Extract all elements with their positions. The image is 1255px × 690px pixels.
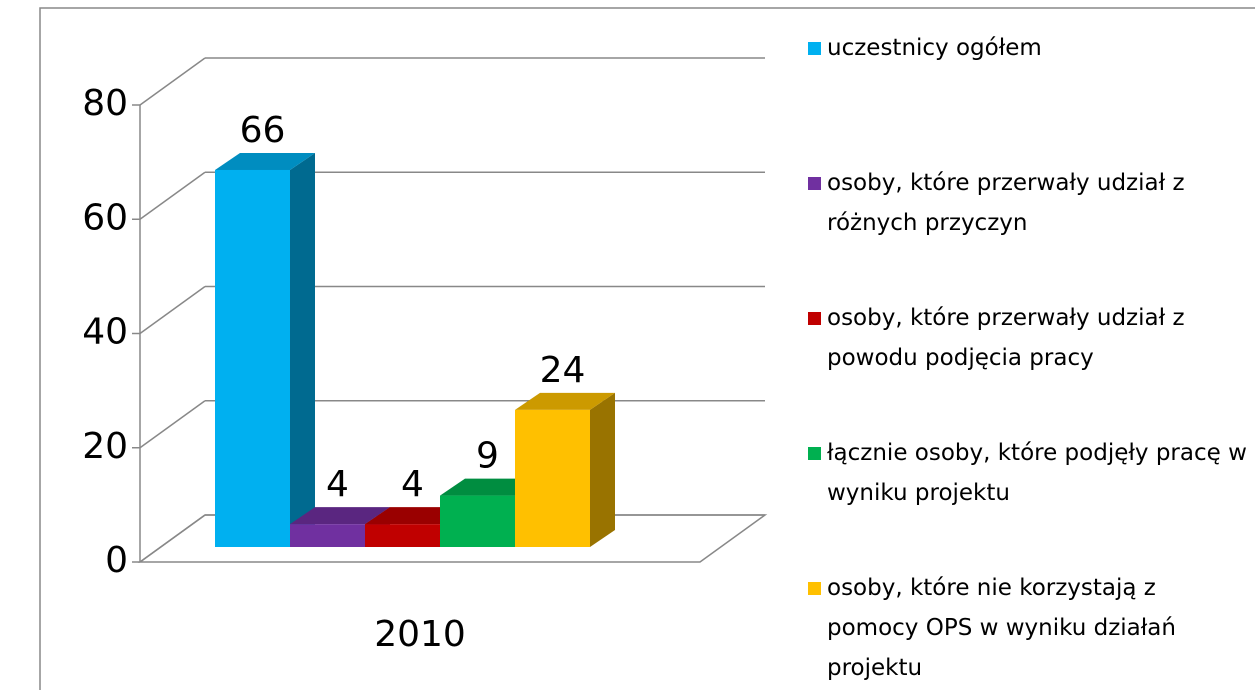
legend-swatch — [808, 42, 821, 55]
legend-item: uczestnicy ogółem — [808, 28, 1248, 163]
legend-item: łącznie osoby, które podjęły pracę w wyn… — [808, 433, 1248, 568]
legend-label: łącznie osoby, które podjęły pracę w wyn… — [827, 440, 1247, 506]
legend-swatch — [808, 582, 821, 595]
bar-top — [515, 392, 615, 410]
grid-line — [139, 514, 206, 563]
y-tick-label: 0 — [105, 540, 128, 581]
grid-line — [139, 285, 206, 335]
legend-item: osoby, które przerwały udział z różnych … — [808, 163, 1248, 298]
legend-swatch — [808, 177, 821, 190]
legend-item: osoby, które nie korzystają z pomocy OPS… — [808, 568, 1248, 690]
legend-label: osoby, które przerwały udział z powodu p… — [827, 305, 1185, 371]
legend-swatch — [808, 447, 821, 460]
data-label: 9 — [476, 436, 499, 477]
bar — [440, 495, 515, 547]
bar — [215, 169, 290, 547]
grid-line — [139, 57, 206, 106]
legend: uczestnicy ogółem osoby, które przerwały … — [808, 28, 1248, 690]
grid-line — [139, 171, 206, 220]
bar-side — [590, 392, 615, 547]
chart-border — [39, 7, 1255, 690]
grid-line — [139, 400, 206, 449]
bar-top — [290, 507, 390, 525]
bar — [515, 409, 590, 547]
legend-label: osoby, które przerwały udział z różnych … — [827, 170, 1185, 236]
legend-item: osoby, które przerwały udział z powodu p… — [808, 298, 1248, 433]
legend-label: uczestnicy ogółem — [827, 35, 1042, 61]
bar-top — [215, 152, 315, 170]
data-label: 66 — [240, 110, 286, 151]
y-tick-label: 80 — [82, 83, 128, 124]
data-label: 24 — [540, 350, 586, 391]
data-label: 4 — [401, 464, 424, 505]
data-label: 4 — [326, 464, 349, 505]
legend-label: osoby, które nie korzystają z pomocy OPS… — [827, 575, 1176, 681]
bar — [365, 524, 440, 547]
legend-swatch — [808, 312, 821, 325]
bar-side — [290, 152, 315, 547]
x-tick-label: 2010 — [374, 614, 466, 655]
bar — [290, 524, 365, 547]
y-tick-label: 60 — [82, 197, 128, 238]
y-tick-label: 20 — [82, 426, 128, 467]
y-tick-label: 40 — [82, 312, 128, 353]
